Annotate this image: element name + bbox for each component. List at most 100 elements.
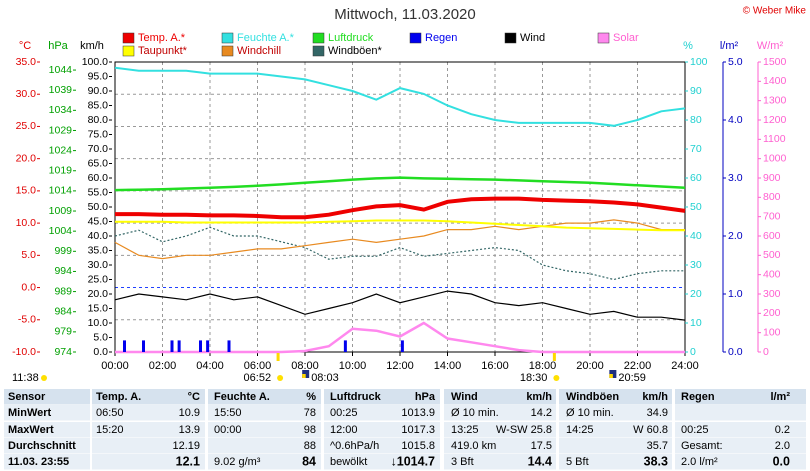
table-header: km/h (526, 391, 552, 403)
table-header: Luftdruck (330, 391, 382, 403)
y-tick-label: 10 (690, 317, 702, 329)
x-tick-label: 14:00 (434, 360, 462, 372)
table-cell: W-SW 25.8 (496, 424, 552, 436)
table-cell-bg (4, 405, 90, 421)
sun-marker (276, 353, 280, 361)
y-tick-label: 1200 (763, 114, 787, 126)
x-tick-label: 22:00 (624, 360, 652, 372)
table-cell-bg (324, 405, 440, 421)
table-cell-bg (675, 438, 806, 454)
table-cell: 35.7 (647, 440, 668, 452)
y-tick-label: 80.0 (88, 114, 109, 126)
y-tick-label: 90.0 (88, 85, 109, 97)
table-cell: 00:25 (330, 407, 358, 419)
table-cell: 17.5 (531, 440, 552, 452)
y-tick-label: 60.0 (88, 172, 109, 184)
y-tick-label: 65.0 (88, 157, 109, 169)
table-cell: 11.03. 23:55 (8, 456, 69, 468)
table-cell-bg (92, 405, 205, 421)
x-tick-label: 16:00 (481, 360, 509, 372)
table-cell-bg (92, 438, 205, 454)
table-cell-bg (559, 422, 672, 438)
table-header: Temp. A. (96, 391, 141, 403)
x-tick-label: 18:00 (529, 360, 557, 372)
y-tick-label: 20.0 (88, 288, 109, 300)
table-cell-bg (208, 454, 321, 470)
legend-label: Regen (425, 32, 457, 44)
axis-unit: hPa (48, 40, 68, 52)
table-cell: 10.9 (179, 407, 200, 419)
table-cell: 13:25 (451, 424, 479, 436)
time-left: 11:38 (12, 372, 39, 384)
table-cell: 14:25 (566, 424, 594, 436)
rain-bar (400, 340, 404, 352)
rain-bar (177, 340, 181, 352)
table-cell-bg (92, 454, 205, 470)
y-tick-label: 4.0 (728, 114, 743, 126)
legend-swatch (597, 32, 610, 44)
legend-label: Solar (613, 32, 639, 44)
y-tick-label: 30.0 (16, 88, 37, 100)
legend-label: Feuchte A.* (237, 32, 295, 44)
y-tick-label: 984 (54, 306, 72, 318)
event-time: 20:59 (618, 372, 646, 384)
legend-label: Temp. A.* (138, 32, 186, 44)
table-cell: bewölkt (330, 456, 367, 468)
axis-unit: W/m² (757, 40, 784, 52)
y-tick-label: 0 (763, 346, 769, 358)
table-cell-bg (675, 454, 806, 470)
table-cell-bg (4, 454, 90, 470)
y-tick-label: 50.0 (88, 201, 109, 213)
table-cell-bg (324, 389, 440, 405)
table-cell: 9.02 g/m³ (214, 456, 261, 468)
table-header: Feuchte A. (214, 391, 270, 403)
table-cell: 38.3 (644, 454, 668, 468)
y-tick-label: 70.0 (88, 143, 109, 155)
y-tick-label: 400 (763, 268, 781, 280)
y-tick-label: 1034 (49, 104, 73, 116)
x-tick-label: 08:00 (291, 360, 319, 372)
x-tick-label: 02:00 (149, 360, 177, 372)
table-cell-bg (208, 405, 321, 421)
y-tick-label: 55.0 (88, 186, 109, 198)
legend-label: Windchill (237, 45, 281, 57)
y-tick-label: 600 (763, 230, 781, 242)
table-cell: Ø 10 min. (566, 407, 614, 419)
table-cell: 06:50 (96, 407, 124, 419)
y-tick-label: 999 (54, 245, 72, 257)
table-cell-bg (444, 389, 556, 405)
y-tick-label: 1014 (49, 185, 73, 197)
y-tick-label: 30 (690, 259, 702, 271)
table-cell-bg (324, 438, 440, 454)
table-cell-bg (675, 405, 806, 421)
x-tick-label: 10:00 (339, 360, 367, 372)
table-cell: MaxWert (8, 424, 54, 436)
table-cell: 78 (304, 407, 316, 419)
table-cell: 34.9 (647, 407, 668, 419)
table-cell: ↓1014.7 (391, 454, 436, 468)
legend-swatch (312, 45, 325, 57)
rain-bar (142, 340, 145, 352)
table-cell-bg (92, 422, 205, 438)
table-cell: 84 (302, 454, 316, 468)
table-cell: 12.1 (176, 454, 200, 468)
y-tick-label: 60 (690, 172, 702, 184)
y-tick-label: 20 (690, 288, 702, 300)
y-tick-label: 10.0 (88, 317, 109, 329)
table-cell-bg (444, 422, 556, 438)
table-cell: MinWert (8, 407, 52, 419)
table-cell-bg (559, 405, 672, 421)
chart-title: Mittwoch, 11.03.2020 (334, 6, 475, 23)
legend-swatch (504, 32, 517, 44)
legend-swatch (221, 32, 234, 44)
y-tick-label: 90 (690, 85, 702, 97)
series-line (114, 176, 686, 192)
legend-swatch (122, 45, 135, 57)
series-line (115, 219, 685, 232)
y-tick-label: 40.0 (88, 230, 109, 242)
table-header: Wind (451, 391, 478, 403)
y-tick-label: 1029 (49, 124, 73, 136)
table-cell: 15:50 (214, 407, 242, 419)
y-tick-label: 989 (54, 285, 72, 297)
y-tick-label: 1400 (763, 75, 787, 87)
